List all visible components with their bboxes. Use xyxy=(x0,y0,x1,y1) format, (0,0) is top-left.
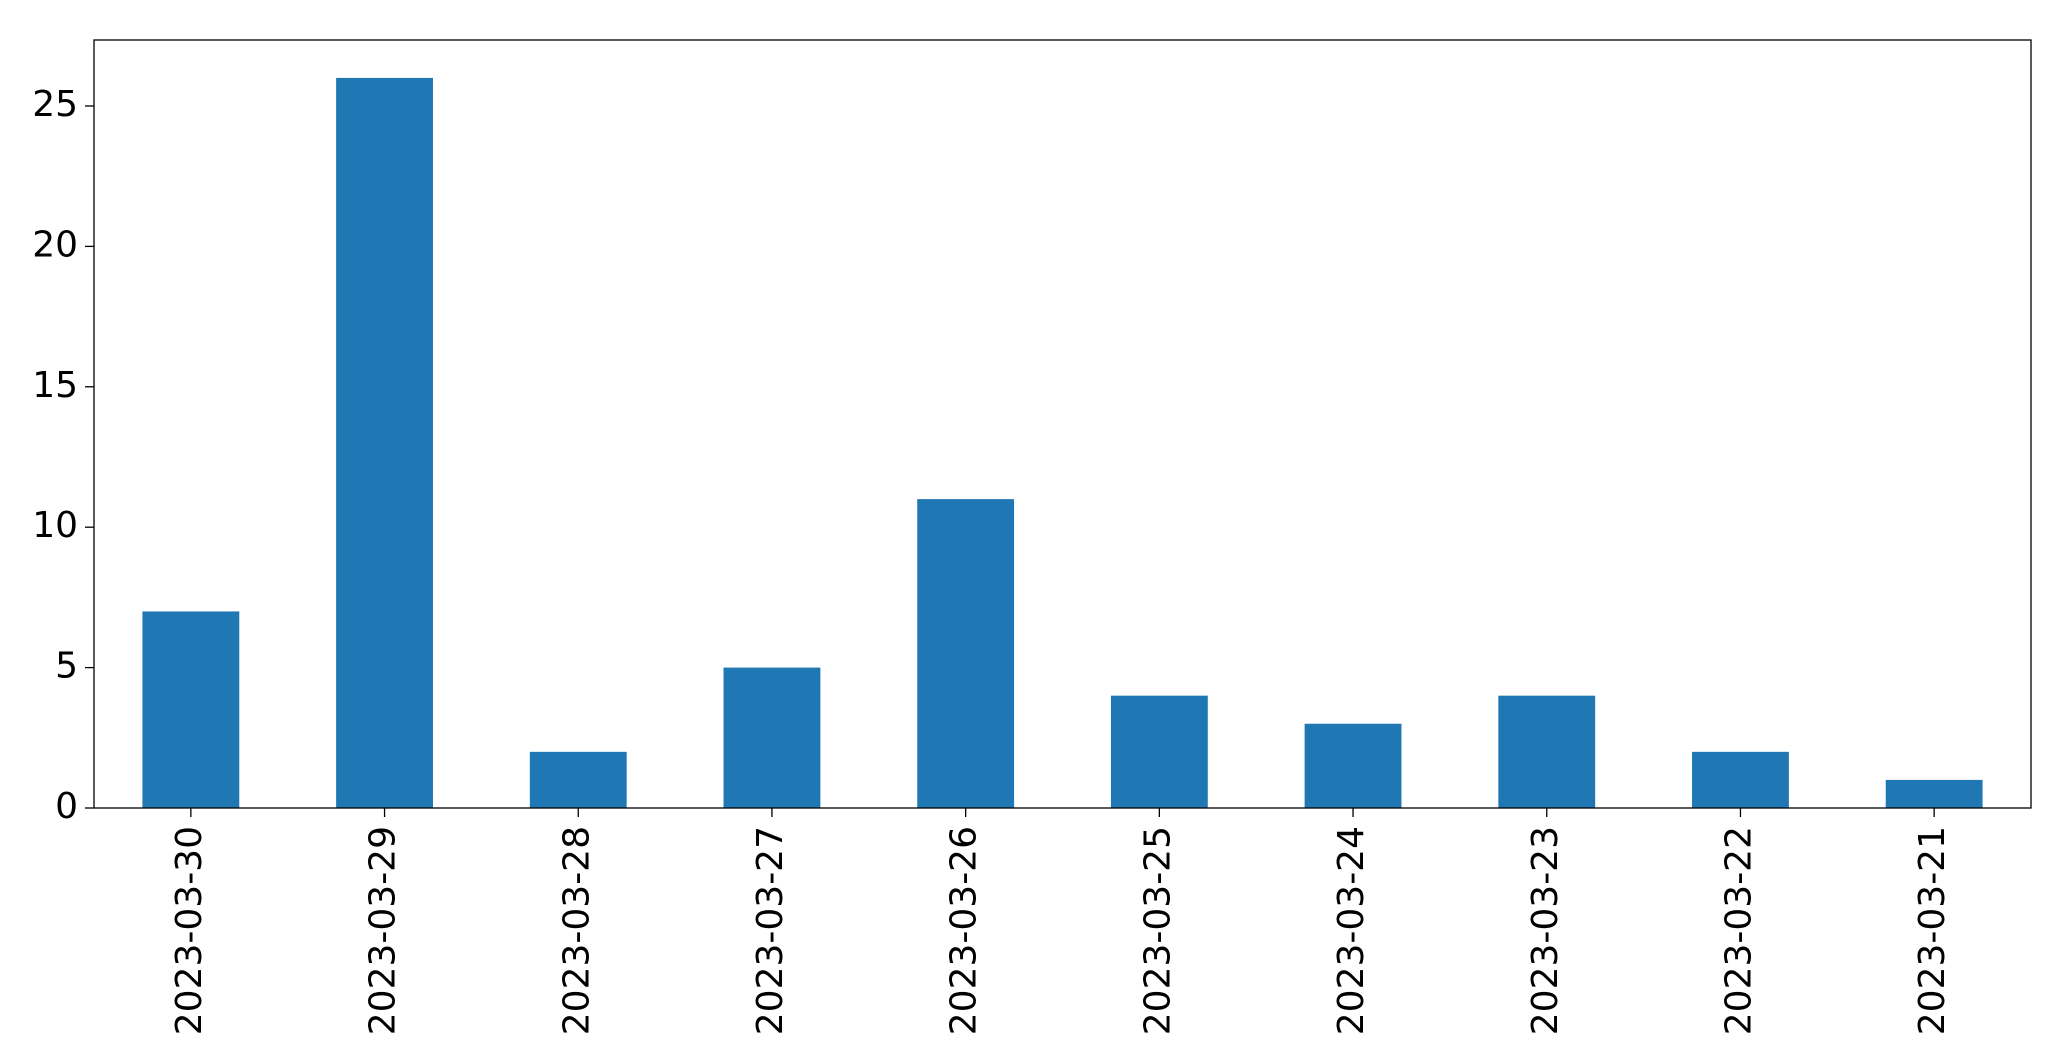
x-tick-label: 2023-03-23 xyxy=(1525,826,1566,1035)
bar xyxy=(723,667,821,808)
x-tick-label: 2023-03-28 xyxy=(556,826,597,1035)
x-tick-label: 2023-03-25 xyxy=(1137,826,1178,1035)
bar xyxy=(1110,695,1208,808)
x-tick-label: 2023-03-24 xyxy=(1331,826,1372,1035)
x-tick-label: 2023-03-22 xyxy=(1718,826,1759,1035)
bar xyxy=(529,751,627,808)
bar xyxy=(917,499,1015,808)
y-tick-label: 25 xyxy=(32,84,78,125)
y-tick-label: 20 xyxy=(32,224,78,265)
y-tick-label: 10 xyxy=(32,505,78,546)
bar xyxy=(1692,751,1789,808)
y-tick-label: 5 xyxy=(55,646,78,687)
bar xyxy=(1304,723,1402,808)
bar xyxy=(142,611,240,808)
bar xyxy=(1885,779,1983,808)
bar xyxy=(1498,695,1596,808)
y-tick-label: 15 xyxy=(32,365,78,406)
y-tick-label: 0 xyxy=(55,786,78,827)
x-tick-label: 2023-03-27 xyxy=(750,826,791,1035)
x-tick-label: 2023-03-29 xyxy=(363,826,404,1035)
bar xyxy=(336,77,433,809)
x-tick-label: 2023-03-26 xyxy=(944,826,985,1035)
x-tick-label: 2023-03-30 xyxy=(169,826,210,1035)
plot-frame xyxy=(93,39,2032,809)
x-tick-label: 2023-03-21 xyxy=(1912,826,1953,1035)
